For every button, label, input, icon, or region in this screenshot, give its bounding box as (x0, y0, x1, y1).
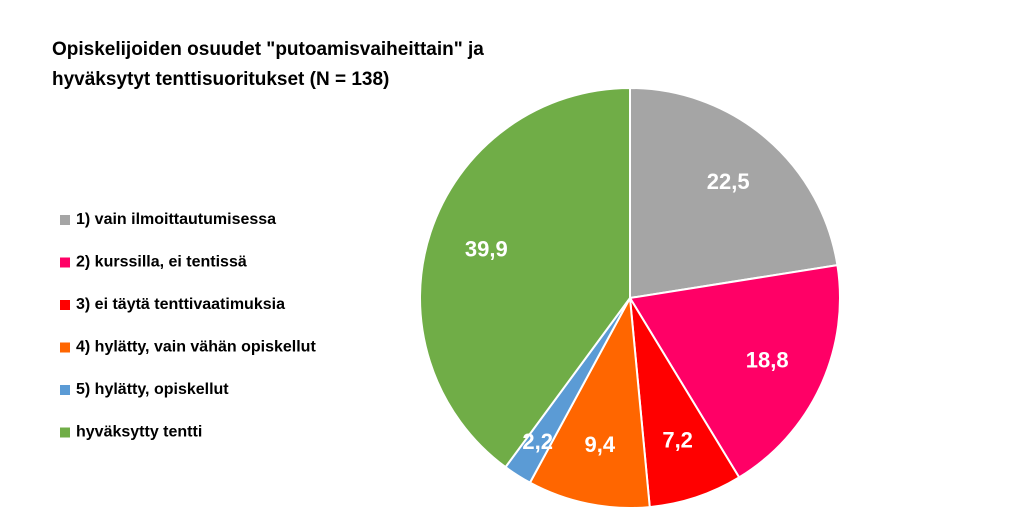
legend-swatch (60, 385, 70, 395)
legend-swatch (60, 427, 70, 438)
slice-label: 7,2 (662, 427, 693, 452)
pie-slice (628, 264, 841, 479)
pie-slice (528, 294, 651, 509)
chart-title: hyväksytyt tenttisuoritukset (N = 138) (52, 69, 389, 90)
legend-label: 2) kurssilla, ei tentissä (76, 254, 247, 271)
pie-slice (629, 86, 839, 300)
legend-label: 4) hylätty, vain vähän opiskellut (76, 339, 316, 356)
legend-label: 1) vain ilmoittautumisessa (76, 211, 276, 228)
legend-swatch (60, 342, 70, 353)
legend-swatch (60, 300, 70, 310)
legend-swatch (60, 215, 70, 225)
slice-label: 2,2 (522, 429, 553, 454)
legend-label: 3) ei täytä tenttivaatimuksia (76, 296, 285, 313)
legend-swatch (60, 257, 70, 268)
slice-label: 39,9 (465, 237, 508, 262)
pie-slice (419, 86, 631, 469)
slice-label: 9,4 (585, 432, 616, 457)
legend-label: 5) hylätty, opiskellut (76, 381, 229, 398)
chart-title: Opiskelijoiden osuudet "putoamisvaiheitt… (52, 39, 484, 60)
legend-label: hyväksytty tentti (76, 424, 202, 441)
slice-label: 18,8 (746, 347, 789, 372)
slice-label: 22,5 (707, 169, 750, 194)
